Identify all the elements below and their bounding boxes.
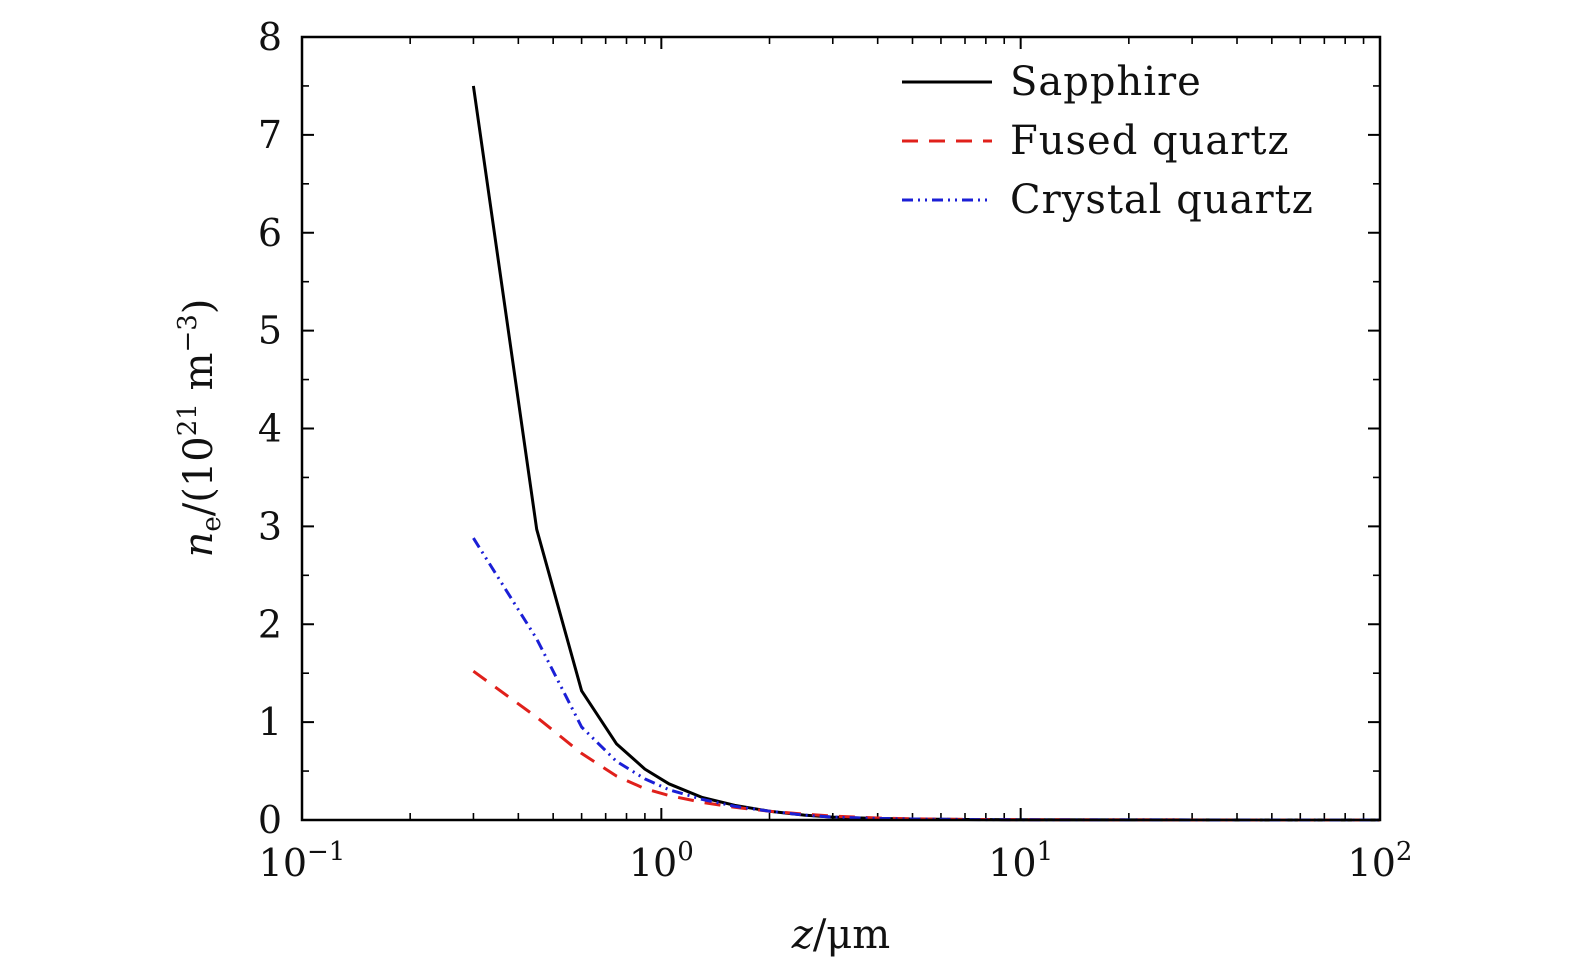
y-tick-label: 7 [258,113,282,157]
y-axis-unit-middle: m [176,353,222,404]
y-tick-label: 1 [258,700,282,744]
crystal-quartz-series-line [472,537,1380,822]
y-axis-subscript: e [197,516,227,531]
x-tick-base: 10 [629,841,677,885]
y-tick-label: 6 [258,211,282,255]
x-axis-variable: z [791,912,814,958]
x-axis-title: z/μm [791,912,890,958]
plot-frame [300,35,1382,822]
legend: Sapphire Fused quartz Crystal quartz [902,59,1314,223]
x-tick-exponent: 2 [1396,837,1413,867]
x-tick-exponent: −1 [307,837,345,867]
x-tick-base: 10 [988,841,1036,885]
y-axis-title: ne/(1021 m−3) [173,299,227,558]
x-tick-label: 10−1 [259,837,346,885]
x-tick-base: 10 [259,841,307,885]
y-tick-label: 8 [258,15,282,59]
crystal-quartz-legend-label: Crystal quartz [1010,177,1314,223]
x-tick-label: 100 [629,837,694,885]
y-tick-label: 3 [258,504,282,548]
y-tick-label: 0 [258,798,282,842]
y-tick-label: 2 [258,602,282,646]
y-axis-exponent-1: 21 [173,403,203,436]
y-tick-label: 5 [258,309,282,353]
y-axis-variable: n [176,532,222,558]
x-tick-label: 102 [1348,837,1413,885]
fused-quartz-legend-label: Fused quartz [1010,118,1290,164]
x-tick-label: 101 [988,837,1053,885]
sapphire-legend-label: Sapphire [1010,59,1202,105]
y-axis-unit-prefix: /(10 [176,436,222,516]
y-axis-unit-suffix: ) [176,299,222,315]
fused-quartz-series-line [472,669,1380,822]
x-tick-exponent: 0 [677,837,694,867]
x-axis-unit: /μm [813,912,890,958]
x-tick-exponent: 1 [1037,837,1054,867]
x-tick-base: 10 [1348,841,1396,885]
y-axis-exponent-2: −3 [173,314,203,352]
y-tick-label: 4 [258,407,282,451]
